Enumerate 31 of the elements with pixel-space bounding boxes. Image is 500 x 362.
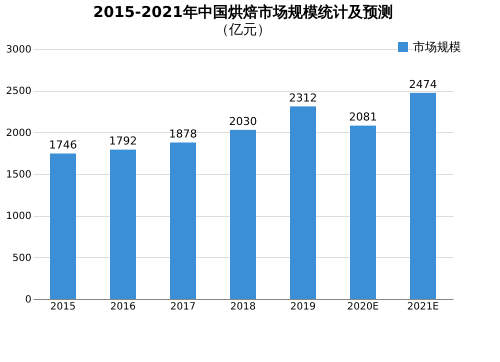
data-label: 2081 (349, 110, 377, 124)
bar (410, 92, 436, 299)
data-label: 1792 (109, 134, 137, 148)
y-tick-label: 1500 (6, 170, 32, 180)
legend-label: 市场规模 (413, 40, 461, 54)
data-label: 2474 (409, 78, 437, 91)
x-tick-label: 2019 (290, 302, 316, 312)
data-label: 1746 (49, 138, 77, 152)
data-label: 2030 (229, 114, 257, 128)
chart-title: 2015-2021年中国烘焙市场规模统计及预测 (93, 3, 393, 21)
data-label: 1878 (169, 128, 197, 140)
y-tick-label: 2500 (6, 86, 32, 98)
bar (50, 154, 76, 299)
bar (110, 150, 136, 299)
chart-subtitle: （亿元） (215, 22, 271, 38)
y-tick-label: 3000 (6, 44, 32, 56)
y-tick-label: 500 (12, 252, 32, 264)
data-label: 2312 (289, 91, 317, 104)
x-tick-label: 2018 (230, 302, 256, 312)
x-tick-label: 2016 (110, 302, 136, 312)
y-tick-label: 0 (25, 294, 32, 306)
y-tick-label: 1000 (6, 211, 32, 222)
bar (170, 142, 196, 299)
x-tick-label: 2015 (50, 302, 76, 312)
x-tick-label: 2020E (347, 302, 379, 312)
bar (350, 126, 376, 299)
y-tick-label: 2000 (6, 128, 32, 139)
bar (230, 130, 256, 299)
x-tick-label: 2017 (170, 302, 196, 312)
x-tick-label: 2021E (407, 302, 439, 312)
bar (290, 106, 316, 299)
